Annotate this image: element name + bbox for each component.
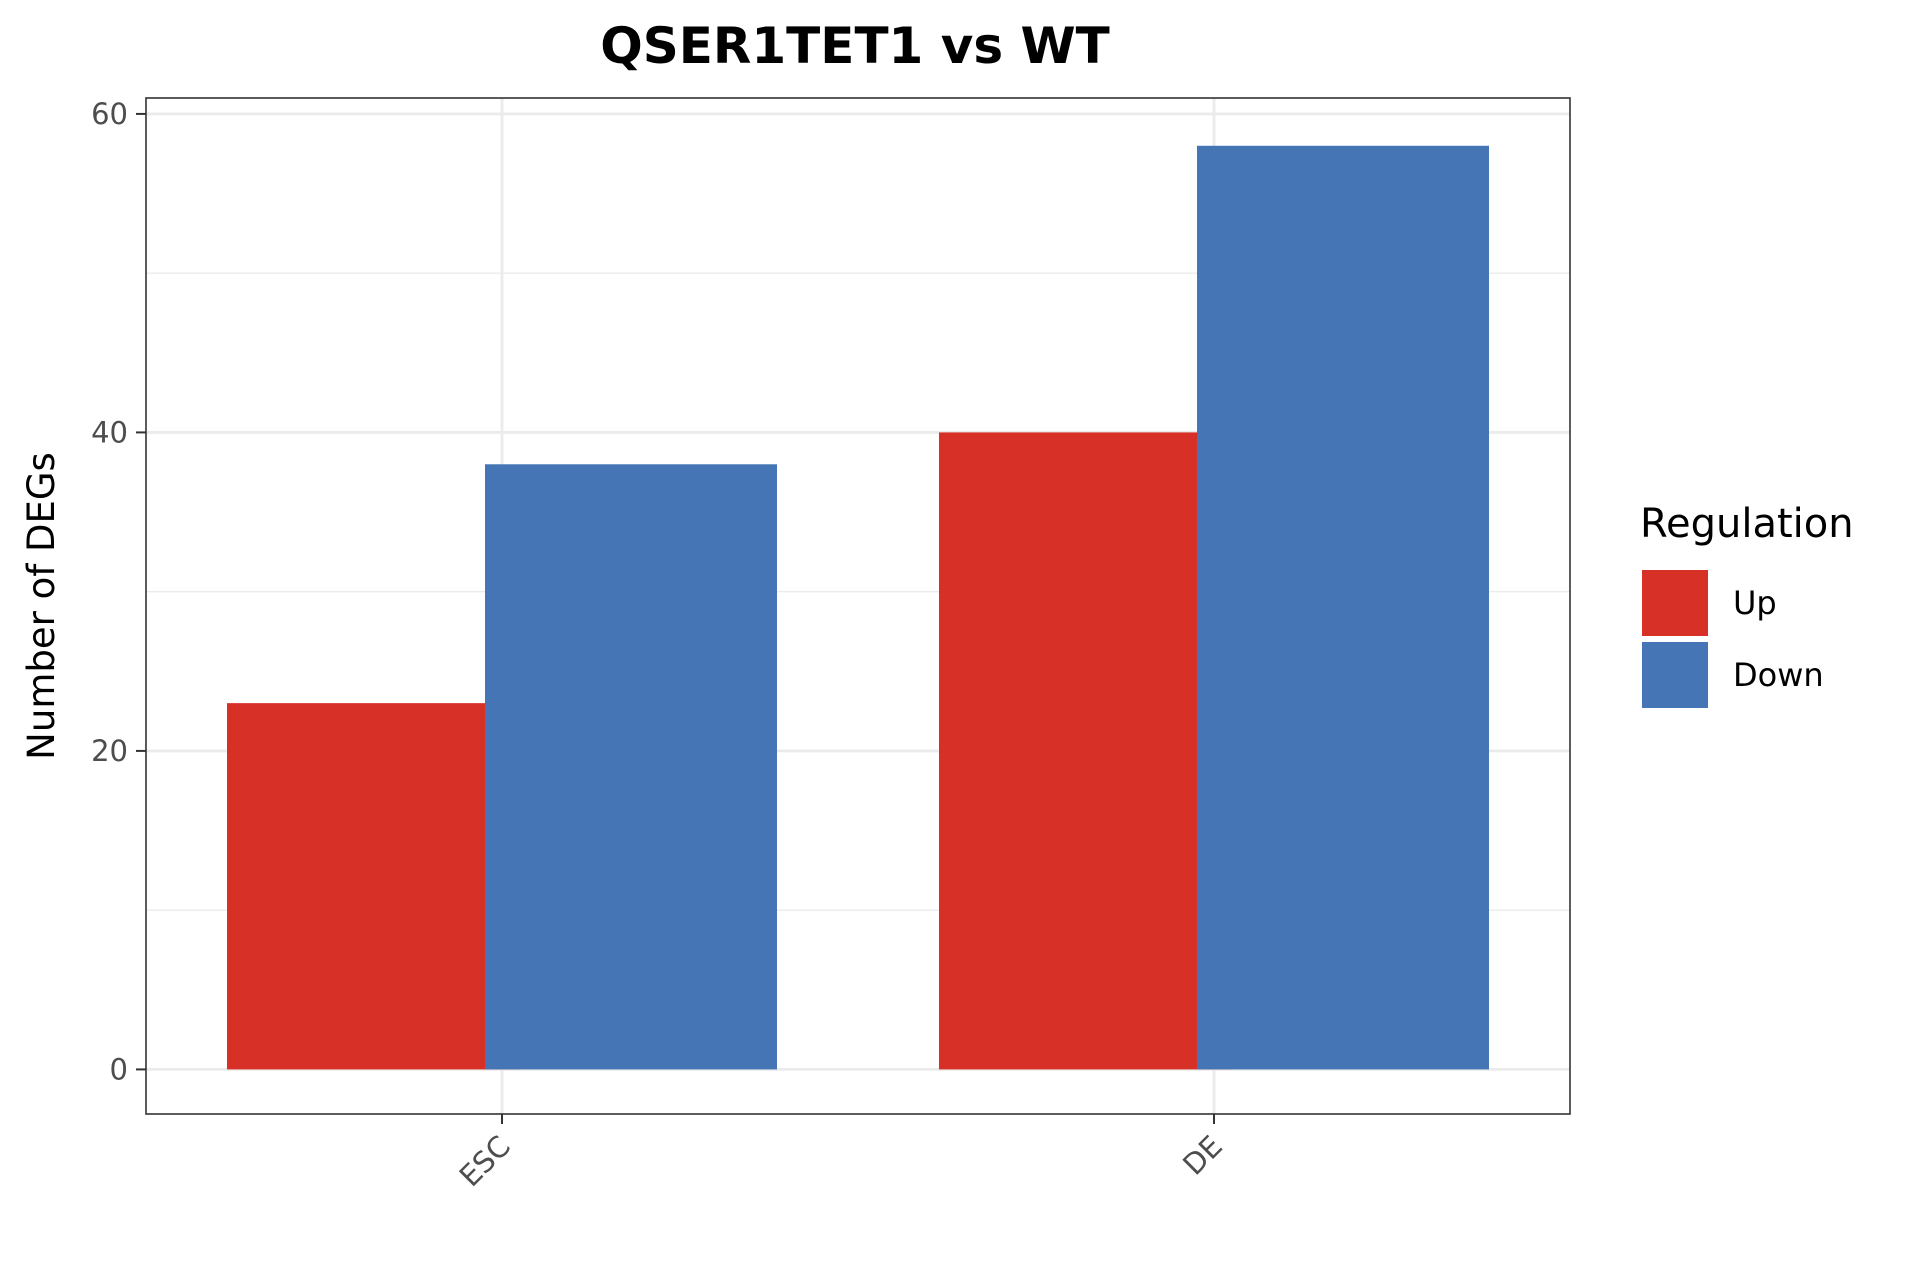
legend-label-up: Up: [1733, 584, 1777, 622]
y-tick-label: 60: [91, 97, 128, 131]
legend-key-down: [1642, 642, 1708, 708]
legend-key-up: [1642, 570, 1708, 636]
legend-label-down: Down: [1733, 656, 1824, 694]
y-tick-label: 0: [110, 1052, 128, 1086]
bar-up-esc: [227, 703, 519, 1069]
chart-title: QSER1TET1 vs WT: [600, 17, 1110, 75]
bar-up-de: [939, 432, 1231, 1069]
plot-panel: [146, 98, 1570, 1114]
y-tick-label: 20: [91, 734, 128, 768]
bar-down-de: [1197, 146, 1489, 1070]
y-tick-label: 40: [91, 415, 128, 449]
bar-down-esc: [485, 464, 777, 1069]
y-axis-label: Number of DEGs: [20, 452, 63, 760]
legend-title: Regulation: [1640, 501, 1854, 547]
